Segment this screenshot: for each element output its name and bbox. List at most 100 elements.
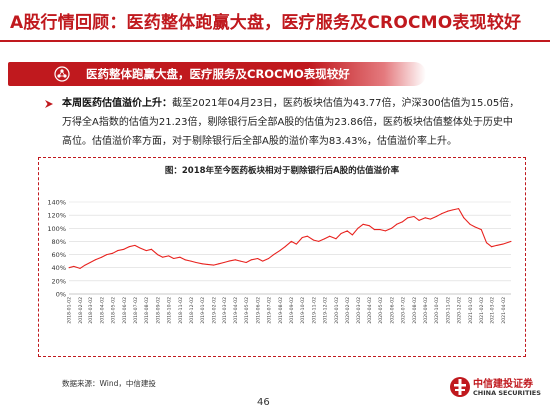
data-point (284, 246, 286, 248)
data-point (234, 259, 236, 261)
data-point (228, 260, 230, 262)
chart-title: 图：2018年至今医药板块相对于剔除银行后A股的估值溢价率 (164, 166, 400, 176)
data-point (502, 243, 504, 245)
x-tick-label: 2019-12-02 (322, 297, 328, 324)
x-tick-label: 2020-05-02 (378, 297, 384, 324)
data-point (463, 217, 465, 219)
bullet-arrow-icon (45, 100, 53, 108)
data-point (424, 217, 426, 219)
x-tick-label: 2019-06-02 (255, 297, 261, 324)
x-tick-label: 2021-02-02 (479, 297, 485, 324)
data-point (239, 260, 241, 262)
body-paragraph: 本周医药估值溢价上升：截至2021年04月23日，医药板块估值为43.77倍，沪… (62, 94, 522, 151)
y-tick-label: 80% (52, 238, 66, 246)
title-rule (0, 40, 550, 42)
data-point (173, 258, 175, 259)
data-point (123, 248, 125, 250)
x-tick-label: 2020-03-02 (356, 297, 362, 324)
data-point (402, 221, 404, 223)
company-logo: 中信建投证券 CHINA SECURITIES (447, 373, 547, 403)
section-banner: 医药整体跑赢大盘，医疗服务及CROCMO表现较好 (8, 62, 426, 86)
data-point (384, 230, 386, 232)
data-point (168, 255, 170, 257)
y-tick-label: 40% (52, 264, 66, 272)
body-text: 截至2021年04月23日，医药板块估值为43.77倍，沪深300估值为15.0… (62, 98, 520, 147)
data-point (94, 259, 96, 261)
data-point (379, 229, 381, 231)
x-tick-label: 2019-05-02 (244, 297, 250, 324)
x-tick-label: 2018-04-02 (99, 297, 105, 324)
y-tick-label: 0% (56, 291, 66, 299)
data-point (335, 238, 337, 240)
x-tick-label: 2019-07-02 (266, 297, 272, 324)
data-point (510, 240, 512, 242)
x-tick-label: 2020-10-02 (434, 297, 440, 324)
x-tick-label: 2018-06-02 (122, 297, 128, 324)
y-tick-label: 140% (47, 199, 66, 207)
data-point (474, 226, 476, 228)
x-tick-label: 2020-12-02 (457, 297, 463, 324)
data-point (447, 210, 449, 212)
data-point (306, 235, 308, 237)
x-tick-label: 2018-05-02 (110, 297, 116, 324)
data-point (407, 217, 409, 219)
data-point (452, 209, 454, 211)
logo-mark-icon (450, 377, 470, 397)
data-point (301, 237, 303, 238)
body-lead: 本周医药估值溢价上升： (62, 98, 172, 109)
data-point (273, 254, 275, 256)
data-point (68, 267, 70, 269)
data-point (469, 223, 471, 225)
x-tick-label: 2019-03-02 (222, 297, 228, 324)
data-point (150, 248, 152, 250)
data-point (458, 208, 460, 210)
data-point (250, 259, 252, 261)
data-point (101, 256, 103, 258)
data-point (106, 254, 108, 256)
data-point (213, 264, 215, 266)
data-point (351, 234, 353, 236)
x-tick-label: 2019-04-02 (233, 297, 239, 324)
data-point (324, 238, 326, 240)
logo-chinese-text: 中信建投证券 (473, 379, 533, 390)
data-point (201, 263, 203, 265)
x-tick-label: 2018-01-02 (67, 297, 73, 324)
x-tick-label: 2018-08-02 (144, 297, 150, 324)
data-point (262, 260, 264, 262)
y-tick-label: 100% (47, 225, 66, 233)
x-tick-label: 2019-10-02 (300, 297, 306, 324)
x-tick-label: 2020-11-02 (446, 297, 452, 324)
page-title: A股行情回顾：医药整体跑赢大盘，医疗服务及CROCMO表现较好 (10, 13, 522, 33)
x-tick-label: 2020-04-02 (367, 297, 373, 324)
data-point (313, 239, 315, 241)
data-point (179, 256, 181, 258)
x-tick-label: 2019-09-02 (289, 297, 295, 324)
data-point (340, 233, 342, 234)
x-tick-label: 2020-08-02 (412, 297, 418, 324)
series-line (68, 208, 512, 269)
network-icon (54, 66, 70, 82)
data-point (396, 223, 398, 225)
data-point (368, 225, 370, 227)
data-point (329, 235, 331, 237)
data-point (486, 242, 487, 244)
x-tick-label: 2019-08-02 (278, 297, 284, 324)
x-tick-label: 2019-11-02 (311, 297, 317, 324)
x-tick-label: 2020-01-02 (334, 297, 340, 324)
data-point (362, 223, 364, 225)
source-note: 数据来源：Wind，中信建投 (62, 379, 156, 388)
page-number: 46 (257, 397, 270, 408)
x-tick-label: 2018-03-02 (88, 297, 94, 324)
data-point (268, 258, 270, 259)
data-point (139, 247, 141, 249)
data-point (190, 260, 192, 262)
data-point (157, 254, 159, 256)
data-point (112, 252, 114, 254)
chart-container: 图：2018年至今医药板块相对于剔除银行后A股的估值溢价率 0% 20% 40% 60… (38, 157, 526, 357)
data-point (73, 265, 75, 267)
data-point (440, 213, 442, 215)
data-point (145, 250, 147, 252)
data-point (290, 240, 292, 242)
data-point (391, 227, 393, 229)
data-point (346, 230, 348, 232)
